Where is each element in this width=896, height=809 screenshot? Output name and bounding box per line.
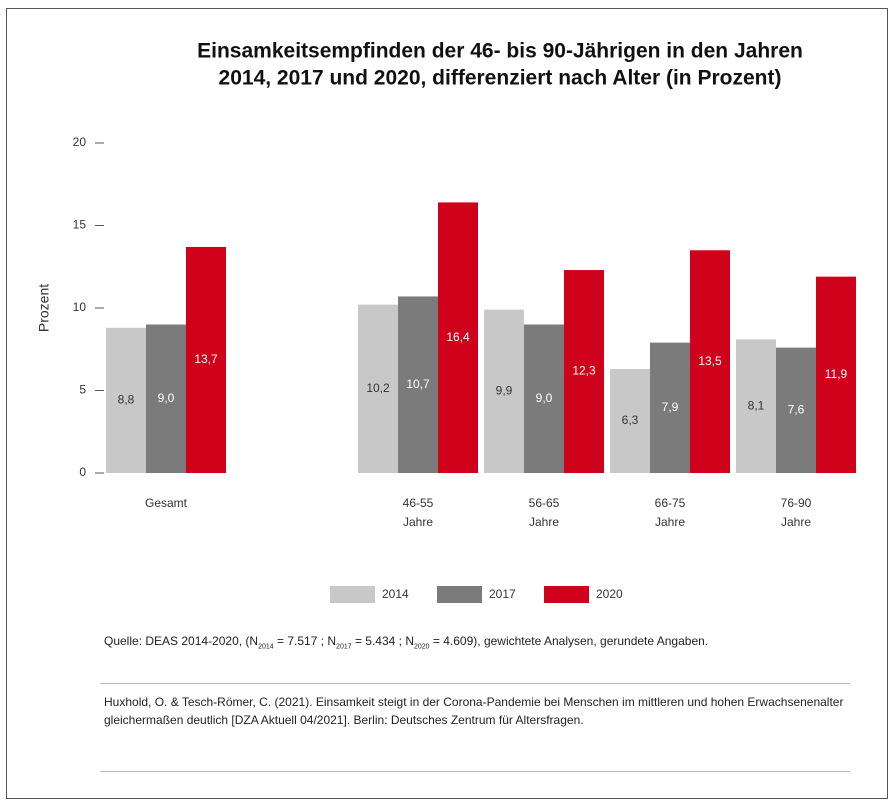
source-text: = 4.609), gewichtete Analysen, gerundete… [429, 634, 709, 648]
bar [524, 324, 564, 473]
bar [736, 339, 776, 473]
data-label: 7,6 [788, 402, 805, 416]
data-label: 9,9 [496, 383, 513, 397]
x-tick-label: Jahre [781, 515, 811, 529]
bar [186, 246, 226, 473]
x-tick-label: 76-90 [781, 496, 812, 510]
data-label: 16,4 [446, 330, 470, 344]
rule [100, 771, 850, 772]
x-tick-label: 66-75 [655, 496, 686, 510]
bar [438, 202, 478, 473]
bar [776, 347, 816, 473]
y-tick-label: 15 [73, 218, 87, 232]
subscript: 2020 [414, 643, 430, 651]
source-note: Quelle: DEAS 2014-2020, (N2014 = 7.517 ;… [104, 632, 859, 656]
y-axis-label: Prozent [36, 284, 52, 332]
subscript: 2014 [258, 643, 274, 651]
bar [610, 369, 650, 473]
bar [106, 327, 146, 473]
data-label: 12,3 [572, 364, 596, 378]
legend-label: 2017 [489, 587, 516, 601]
data-label: 9,0 [536, 391, 553, 405]
source-text: = 5.434 ; N [351, 634, 414, 648]
x-tick-label: Jahre [655, 515, 685, 529]
data-label: 7,9 [662, 400, 679, 414]
chart-title: Einsamkeitsempfinden der 46- bis 90-Jähr… [197, 40, 803, 63]
data-label: 6,3 [622, 413, 639, 427]
legend-label: 2020 [596, 587, 623, 601]
x-tick-label: 56-65 [529, 496, 560, 510]
data-label: 9,0 [158, 391, 175, 405]
x-tick-label: Gesamt [145, 496, 188, 510]
legend-swatch [437, 586, 482, 603]
data-label: 8,8 [118, 393, 135, 407]
citation: Huxhold, O. & Tesch-Römer, C. (2021). Ei… [104, 695, 844, 727]
x-tick-label: Jahre [529, 515, 559, 529]
bar [650, 342, 690, 473]
rule [100, 683, 850, 684]
data-label: 10,2 [366, 381, 390, 395]
bar [816, 276, 856, 473]
y-tick-label: 0 [79, 465, 86, 479]
x-tick-label: Jahre [403, 515, 433, 529]
bar [484, 309, 524, 473]
source-text: Quelle: DEAS 2014-2020, (N [104, 634, 259, 648]
y-tick-label: 20 [73, 135, 87, 149]
bar [690, 250, 730, 473]
source-text: = 7.517 ; N [273, 634, 337, 648]
legend-label: 2014 [382, 587, 409, 601]
data-label: 10,7 [406, 377, 430, 391]
data-label: 13,7 [194, 352, 218, 366]
frame [6, 8, 888, 799]
bar [358, 304, 398, 473]
y-tick-label: 10 [73, 300, 87, 314]
subscript: 2017 [336, 643, 352, 651]
bar [564, 270, 604, 473]
data-label: 13,5 [698, 354, 722, 368]
x-tick-label: 46-55 [403, 496, 434, 510]
data-label: 11,9 [825, 367, 848, 381]
legend-swatch [330, 586, 375, 603]
legend-swatch [544, 586, 589, 603]
data-label: 8,1 [748, 398, 765, 412]
y-tick-label: 5 [79, 383, 86, 397]
bar [146, 324, 186, 473]
chart-title: 2014, 2017 und 2020, differenziert nach … [219, 67, 782, 90]
bar [398, 296, 438, 473]
